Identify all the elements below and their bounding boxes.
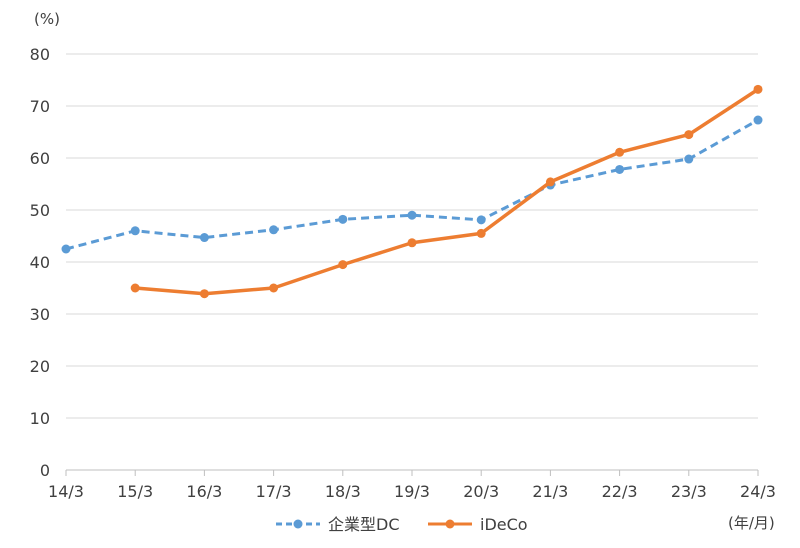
data-point <box>269 283 279 293</box>
data-point <box>130 226 140 236</box>
x-unit-label: (年/月) <box>728 514 775 532</box>
x-tick-label: 17/3 <box>256 482 292 501</box>
series-1 <box>130 84 763 299</box>
x-tick-label: 23/3 <box>671 482 707 501</box>
y-tick-label: 30 <box>30 305 50 324</box>
legend-label: iDeCo <box>480 515 528 534</box>
data-point <box>753 115 763 125</box>
data-point <box>684 130 694 140</box>
series-line <box>65 118 759 251</box>
data-point <box>476 215 486 225</box>
x-tick-label: 20/3 <box>463 482 499 501</box>
data-point <box>130 283 140 293</box>
x-tick-label: 21/3 <box>532 482 568 501</box>
series-0 <box>61 115 763 254</box>
legend-item-0: 企業型DC <box>276 515 400 534</box>
legend-item-1: iDeCo <box>428 515 528 534</box>
data-point <box>615 147 625 157</box>
y-tick-label: 70 <box>30 97 50 116</box>
data-point <box>269 225 279 235</box>
data-point <box>338 260 348 270</box>
x-tick-label: 14/3 <box>48 482 84 501</box>
data-point <box>199 233 209 243</box>
data-point <box>615 164 625 174</box>
y-unit-label: (%) <box>34 10 60 28</box>
x-tick-label: 24/3 <box>740 482 776 501</box>
data-point <box>753 84 763 94</box>
x-tick-label: 22/3 <box>602 482 638 501</box>
data-point <box>407 238 417 248</box>
series-line <box>135 87 759 296</box>
y-tick-label: 20 <box>30 357 50 376</box>
y-tick-labels: 0 10 20 30 40 50 60 70 80 <box>30 45 50 480</box>
legend-marker <box>293 519 303 529</box>
x-tick-label: 19/3 <box>394 482 430 501</box>
data-point <box>684 154 694 164</box>
data-point <box>338 214 348 224</box>
legend-marker <box>445 519 455 529</box>
x-tick-label: 18/3 <box>325 482 361 501</box>
legend-label: 企業型DC <box>328 515 400 534</box>
y-tick-label: 10 <box>30 409 50 428</box>
x-tick-label: 15/3 <box>117 482 153 501</box>
y-tick-label: 40 <box>30 253 50 272</box>
y-tick-label: 0 <box>40 461 50 480</box>
series-group <box>61 84 763 299</box>
data-point <box>61 244 71 254</box>
legend: 企業型DC iDeCo <box>276 515 528 534</box>
axes <box>65 469 759 476</box>
data-point <box>545 177 555 187</box>
data-point <box>199 289 209 299</box>
x-tick-label: 16/3 <box>186 482 222 501</box>
y-tick-label: 60 <box>30 149 50 168</box>
x-tick-labels: 14/3 15/3 16/3 17/3 18/3 19/3 20/3 21/3 22/3 23/3… <box>48 482 776 501</box>
y-tick-label: 50 <box>30 201 50 220</box>
gridlines <box>66 53 758 419</box>
data-point <box>476 228 486 238</box>
y-tick-label: 80 <box>30 45 50 64</box>
data-point <box>407 210 417 220</box>
